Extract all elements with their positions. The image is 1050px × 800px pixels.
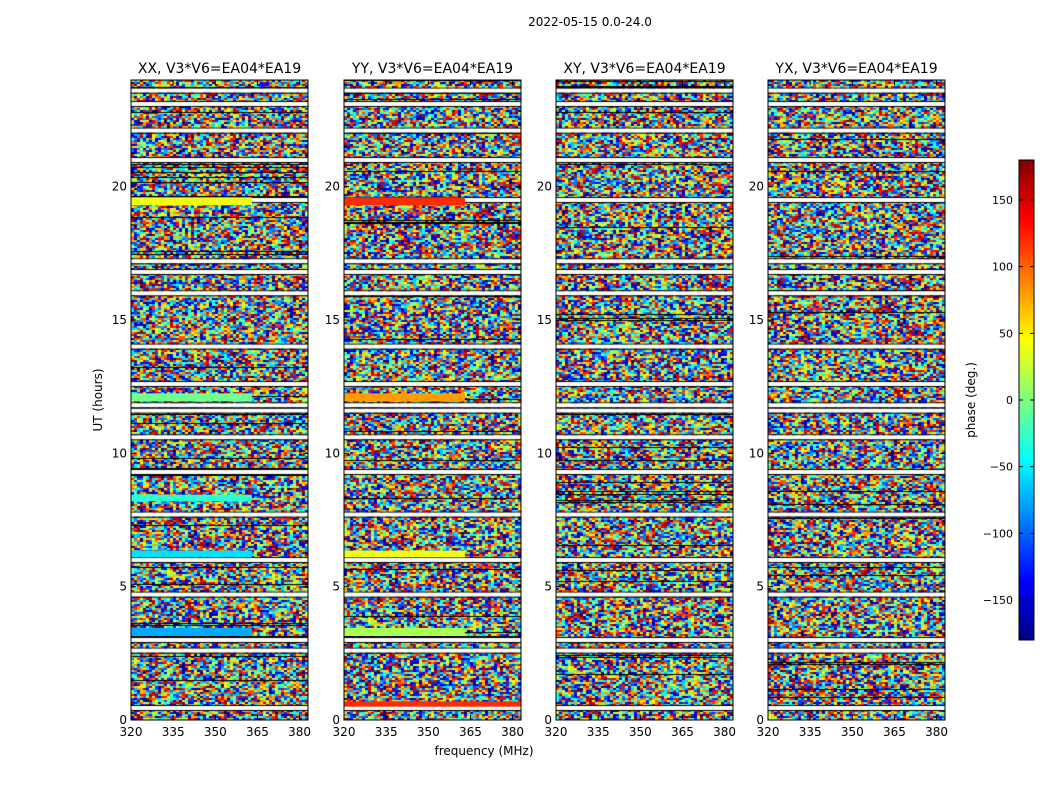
x-tick-label: 350 <box>417 725 440 739</box>
y-tick-label: 10 <box>749 446 764 460</box>
y-tick-label: 0 <box>544 713 552 727</box>
phase-band <box>131 393 252 402</box>
y-tick-label: 20 <box>537 180 552 194</box>
x-tick-label: 335 <box>799 725 822 739</box>
y-tick-label: 10 <box>112 446 127 460</box>
x-tick-label: 350 <box>629 725 652 739</box>
y-tick-label: 15 <box>537 313 552 327</box>
y-tick-label: 5 <box>544 580 552 594</box>
colorbar-tick-label: 50 <box>999 327 1013 340</box>
y-tick-label: 15 <box>112 313 127 327</box>
y-tick-label: 5 <box>332 580 340 594</box>
panel-title: XX, V3*V6=EA04*EA19 <box>138 61 301 77</box>
colorbar-ticks: −150 −100 −50 0 50 100 150 <box>983 194 1034 607</box>
colorbar-label: phase (deg.) <box>964 362 978 438</box>
x-tick-label: 380 <box>925 725 948 739</box>
phase-band <box>131 628 252 636</box>
y-tick-label: 0 <box>332 713 340 727</box>
x-tick-label: 380 <box>501 725 524 739</box>
x-tick-label: 350 <box>204 725 227 739</box>
phase-band <box>131 197 252 206</box>
colorbar-tick-label: 0 <box>1006 394 1013 407</box>
panel-yy: YY, V3*V6=EA04*EA19 320 335 350 365 380 0 5 10 15… <box>325 61 524 739</box>
panel-xx: XX, V3*V6=EA04*EA19 320 335 350 365 380 0 5 10 15… <box>112 61 311 739</box>
colorbar-tick-label: −50 <box>990 461 1013 474</box>
phase-band <box>344 393 465 402</box>
heatmap-image-yx <box>768 80 945 720</box>
panel-title: XY, V3*V6=EA04*EA19 <box>563 61 725 77</box>
x-tick-label: 320 <box>757 725 780 739</box>
colorbar-tick-label: −150 <box>983 594 1013 607</box>
x-tick-label: 335 <box>375 725 398 739</box>
panel-title: YX, V3*V6=EA04*EA19 <box>774 61 937 77</box>
x-tick-label: 320 <box>333 725 356 739</box>
x-tick-label: 320 <box>545 725 568 739</box>
panel-frame <box>767 79 946 721</box>
x-tick-label: 320 <box>120 725 143 739</box>
x-tick-label: 365 <box>671 725 694 739</box>
y-tick-label: 15 <box>749 313 764 327</box>
x-tick-label: 350 <box>841 725 864 739</box>
panel-frame <box>343 79 522 721</box>
panel-xy: XY, V3*V6=EA04*EA19 320 335 350 365 380 0 5 10 15… <box>537 61 736 739</box>
phase-band <box>344 628 465 636</box>
phase-band <box>131 550 252 558</box>
x-tick-label: 380 <box>713 725 736 739</box>
colorbar-tick-label: 150 <box>992 194 1013 207</box>
y-tick-label: 0 <box>756 713 764 727</box>
panel-yx: YX, V3*V6=EA04*EA19 320 335 350 365 380 0 5 10 15… <box>749 61 948 739</box>
colorbar-tick-label: 100 <box>992 261 1013 274</box>
y-tick-label: 15 <box>325 313 340 327</box>
heatmap-image-xy <box>556 80 733 720</box>
y-tick-label: 10 <box>325 446 340 460</box>
x-tick-label: 335 <box>162 725 185 739</box>
y-tick-label: 10 <box>537 446 552 460</box>
x-tick-label: 335 <box>587 725 610 739</box>
phase-band <box>344 197 465 206</box>
y-tick-label: 20 <box>325 180 340 194</box>
x-tick-label: 365 <box>246 725 269 739</box>
y-tick-label: 5 <box>756 580 764 594</box>
x-tick-label: 365 <box>459 725 482 739</box>
y-tick-label: 5 <box>119 580 127 594</box>
colorbar: −150 −100 −50 0 50 100 150 phase (deg.) <box>964 159 1035 641</box>
panel-title: YY, V3*V6=EA04*EA19 <box>351 61 513 77</box>
colorbar-tick-label: −100 <box>983 527 1013 540</box>
x-tick-label: 365 <box>883 725 906 739</box>
y-tick-label: 0 <box>119 713 127 727</box>
panel-frame <box>130 79 309 721</box>
y-tick-label: 20 <box>749 180 764 194</box>
phase-band <box>344 701 521 707</box>
figure-title: 2022-05-15 0.0-24.0 <box>528 15 652 29</box>
y-tick-label: 20 <box>112 180 127 194</box>
panel-frame <box>555 79 734 721</box>
x-tick-label: 380 <box>288 725 311 739</box>
y-axis-label: UT (hours) <box>91 368 105 431</box>
phase-band <box>131 494 252 502</box>
panels: XX, V3*V6=EA04*EA19 320 335 350 365 380 0 5 10 15… <box>112 61 948 739</box>
phase-band <box>344 550 465 558</box>
x-axis-label: frequency (MHz) <box>434 744 533 758</box>
